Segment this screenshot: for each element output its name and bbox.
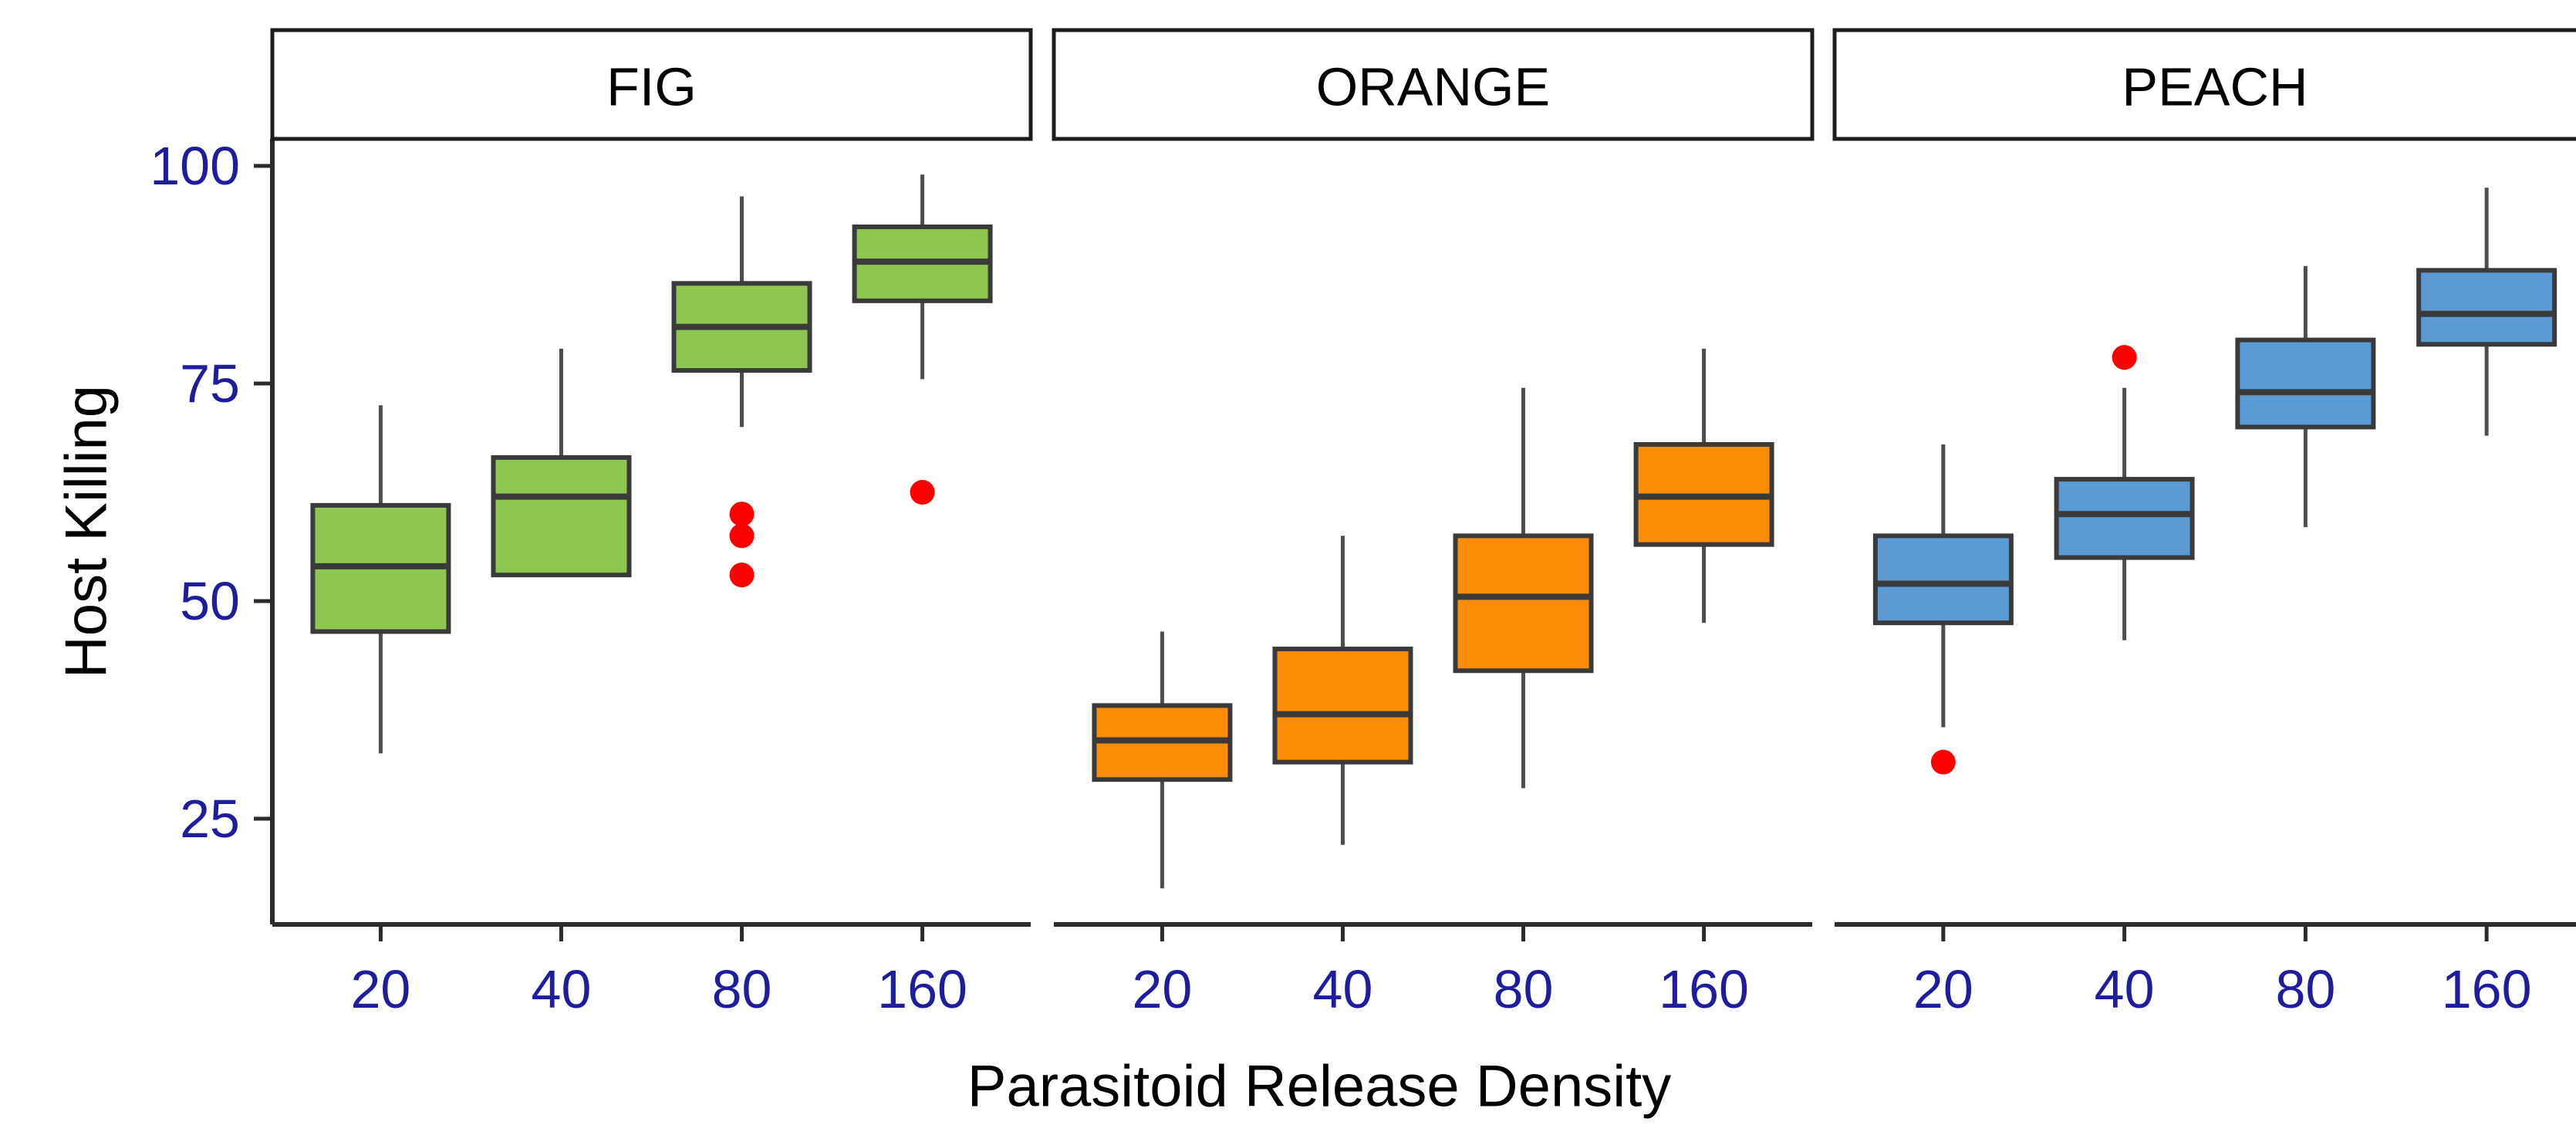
facet-label: ORANGE: [1316, 57, 1550, 117]
facet-label: FIG: [606, 57, 697, 117]
outlier-point: [729, 523, 755, 549]
outlier-point: [729, 563, 755, 588]
iqr-box: [1272, 647, 1413, 765]
facet-label: PEACH: [2122, 57, 2308, 117]
outlier-point: [1930, 749, 1956, 775]
iqr-box: [2054, 477, 2195, 560]
y-axis-title: Host Killing: [54, 385, 120, 678]
iqr-box: [2416, 268, 2557, 347]
x-tick-label: 20: [1913, 959, 1973, 1019]
iqr-box: [1453, 533, 1594, 674]
x-tick-label: 40: [532, 959, 592, 1019]
box-group: [2416, 188, 2557, 436]
outlier-point: [2112, 345, 2137, 370]
iqr-box: [491, 454, 632, 578]
facet-panel: ORANGE 20 40 80 160: [1052, 28, 1815, 1019]
y-tick-label: 50: [180, 571, 240, 631]
outlier-point: [910, 480, 935, 505]
y-axis: 100 75 50 25: [150, 136, 275, 924]
x-tick-label: 80: [1494, 959, 1554, 1019]
x-tick-label: 40: [2095, 959, 2155, 1019]
x-tick-label: 160: [1659, 959, 1749, 1019]
x-tick-label: 40: [1313, 959, 1373, 1019]
facet-strip: [1052, 28, 1815, 141]
x-tick-label: 80: [2275, 959, 2335, 1019]
box-group: [852, 174, 993, 505]
facet-strip: [270, 28, 1033, 141]
box-group: [1872, 444, 2014, 775]
y-tick-label: 25: [180, 789, 240, 849]
x-tick-label: 80: [712, 959, 772, 1019]
iqr-box: [1872, 533, 2014, 626]
x-tick-label: 20: [350, 959, 410, 1019]
facet-panel: PEACH 20 40 80 160: [1832, 28, 2576, 1019]
boxplot-figure: 100 75 50 25 Host Killing FIG 20 40 80 160 ORANGE 2…: [31, 12, 2576, 1130]
plot-background: [31, 12, 2576, 1130]
x-axis-title: Parasitoid Release Density: [967, 1054, 1671, 1120]
y-tick-label: 100: [150, 136, 240, 196]
x-tick-label: 160: [877, 959, 967, 1019]
box-group: [1092, 631, 1233, 889]
box-group: [1272, 536, 1413, 845]
box-group: [2054, 345, 2195, 640]
box-group: [1453, 387, 1594, 789]
box-group: [491, 348, 632, 578]
box-group: [1633, 348, 1774, 623]
x-tick-label: 20: [1132, 959, 1192, 1019]
x-tick-label: 160: [2442, 959, 2532, 1019]
outlier-point: [729, 502, 755, 527]
boxplot-chart: 100 75 50 25 Host Killing FIG 20 40 80 160 ORANGE 2…: [31, 12, 2576, 1130]
y-tick-label: 75: [180, 353, 240, 414]
facet-strip: [1832, 28, 2576, 141]
box-group: [671, 196, 812, 588]
box-group: [310, 405, 451, 754]
iqr-box: [2235, 337, 2376, 430]
facet-panel: FIG 20 40 80 160: [270, 28, 1033, 1019]
box-group: [2235, 265, 2376, 528]
